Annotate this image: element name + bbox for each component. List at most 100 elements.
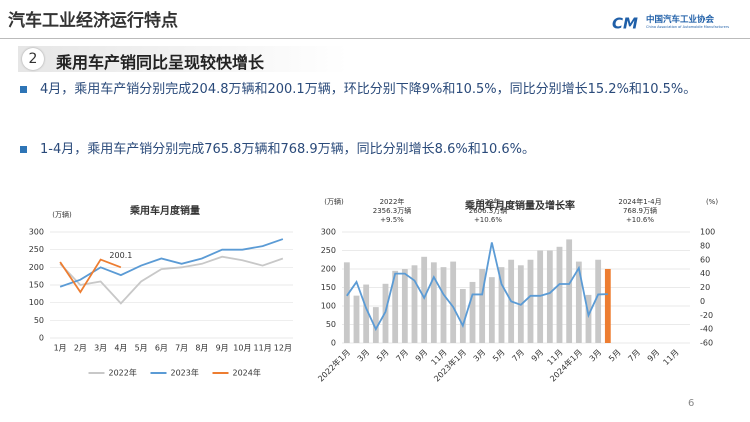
bar	[411, 265, 418, 343]
x-tick-label: 2月	[74, 344, 87, 353]
bar	[575, 261, 582, 343]
x-tick-label: 12月	[274, 344, 292, 353]
bar	[372, 307, 379, 343]
y-axis-label: (万辆)	[324, 197, 344, 206]
y-tick-label: 0	[39, 334, 44, 343]
x-tick-label: 3月	[94, 344, 107, 353]
line	[59, 238, 284, 288]
annotation: 2022年	[380, 197, 405, 206]
x-tick-label: 9月	[530, 348, 546, 364]
y-tick-label: 150	[29, 281, 44, 290]
x-tick-label: 8月	[195, 344, 208, 353]
x-tick-label: 5月	[491, 348, 507, 364]
bar	[566, 239, 573, 343]
annotation: +10.6%	[626, 216, 654, 224]
bar	[353, 295, 360, 343]
bullet-text: 4月，乘用车产销分别完成204.8万辆和200.1万辆，环比分别下降9%和10.…	[40, 82, 697, 97]
bar	[450, 261, 457, 343]
y-tick-label: 100	[29, 298, 44, 307]
chart-title: 乘用车月度销量及增长率	[464, 199, 575, 212]
annotation: +9.5%	[380, 216, 404, 224]
y-tick-label: 50	[326, 320, 336, 329]
bar	[498, 267, 505, 343]
bar	[595, 259, 602, 343]
x-tick-label: 5月	[135, 344, 148, 353]
line	[59, 258, 122, 294]
section-number: 2	[22, 48, 44, 70]
bar	[585, 294, 592, 343]
x-tick-label: 2022年1月	[316, 347, 352, 383]
bar	[392, 270, 399, 343]
legend-label: 2022年	[109, 368, 137, 378]
logo-text: 中国汽车工业协会	[646, 15, 715, 25]
annotation: 768.9万辆	[623, 206, 657, 215]
section-title: 乘用车产销同比呈现较快增长	[56, 53, 265, 72]
x-tick-label: 3月	[356, 348, 372, 364]
bullet-text: 1-4月，乘用车产销分别完成765.8万辆和768.9万辆，同比分别增长8.6%…	[40, 142, 535, 157]
y2-tick-label: 100	[700, 228, 715, 237]
bar	[546, 250, 553, 343]
x-tick-label: 11月	[661, 348, 680, 367]
line	[59, 255, 284, 305]
line	[346, 242, 608, 332]
bar	[469, 281, 476, 343]
y-tick-label: 150	[321, 283, 336, 292]
bar	[527, 259, 534, 343]
y-tick-label: 50	[34, 316, 44, 325]
y2-tick-label: -60	[700, 339, 713, 348]
annotation: 2606.3万辆	[469, 206, 508, 215]
y2-tick-label: 40	[700, 269, 710, 278]
bar	[363, 284, 370, 343]
y-tick-label: 200	[29, 263, 44, 272]
y2-tick-label: -40	[700, 325, 713, 334]
y2-tick-label: 20	[700, 283, 710, 292]
bullet-marker	[20, 146, 27, 153]
x-tick-label: 7月	[175, 344, 188, 353]
x-tick-label: 9月	[216, 344, 229, 353]
y-tick-label: 250	[29, 245, 44, 254]
x-tick-label: 7月	[626, 348, 642, 364]
bar	[440, 267, 447, 343]
y2-axis-label: (%)	[706, 198, 718, 206]
x-tick-label: 11月	[254, 344, 272, 353]
y-tick-label: 100	[321, 302, 336, 311]
x-tick-label: 1月	[54, 344, 67, 353]
logo-icon: CM	[612, 12, 644, 33]
y2-tick-label: 80	[700, 241, 710, 250]
logo-subtext: China Association of Automobile Manufact…	[646, 25, 730, 29]
page-number: 6	[688, 398, 695, 409]
bar	[430, 262, 437, 343]
x-tick-label: 7月	[510, 348, 526, 364]
x-tick-label: 7月	[394, 348, 410, 364]
bar	[537, 250, 544, 343]
y-tick-label: 300	[29, 228, 44, 237]
y-tick-label: 200	[321, 265, 336, 274]
x-tick-label: 3月	[472, 348, 488, 364]
x-tick-label: 10月	[233, 344, 251, 353]
y2-tick-label: 0	[700, 297, 705, 306]
annotation: +10.6%	[474, 216, 502, 224]
slide-title: 汽车工业经济运行特点	[8, 11, 178, 31]
bar	[604, 268, 611, 343]
bar	[401, 269, 408, 343]
bar	[488, 277, 495, 343]
y-axis-label: (万辆)	[52, 210, 72, 219]
x-tick-label: 3月	[588, 348, 604, 364]
x-tick-label: 6月	[155, 344, 168, 353]
annotation: 2023年	[476, 197, 501, 206]
section-band	[18, 46, 348, 72]
y2-tick-label: -20	[700, 311, 713, 320]
y-tick-label: 0	[331, 339, 336, 348]
y2-tick-label: 60	[700, 255, 710, 264]
data-label: 200.1	[109, 251, 132, 260]
bullet-marker	[20, 86, 27, 93]
header-rule	[0, 38, 750, 39]
x-tick-label: 9月	[414, 348, 430, 364]
bar	[459, 288, 466, 343]
y-tick-label: 300	[321, 228, 336, 237]
y-tick-label: 250	[321, 246, 336, 255]
x-tick-label: 4月	[114, 344, 127, 353]
legend-label: 2023年	[171, 368, 199, 378]
